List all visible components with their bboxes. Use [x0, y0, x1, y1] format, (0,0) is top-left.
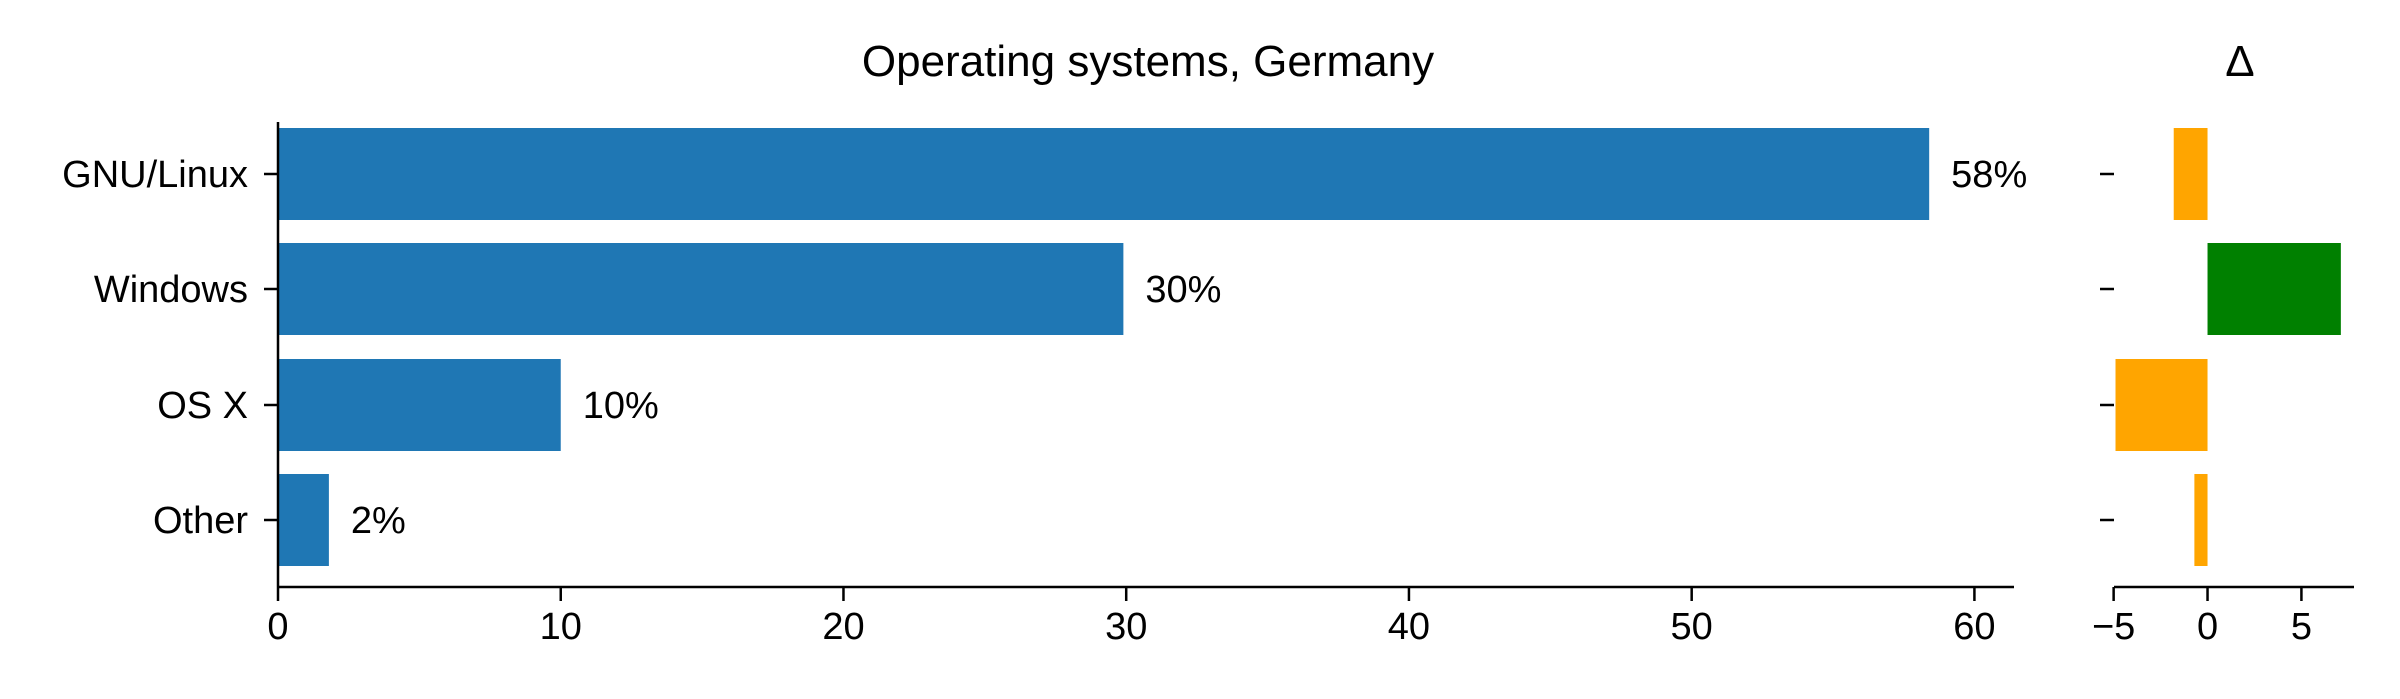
main-bar-value-label-3: 2% [351, 500, 406, 542]
main-xtick-label-1: 10 [540, 606, 582, 648]
delta-bar-0 [2173, 128, 2208, 220]
delta-bar-3 [2194, 474, 2208, 566]
main-chart-title: Operating systems, Germany [862, 37, 1434, 86]
category-label-1: Windows [94, 269, 248, 311]
main-xtick-label-4: 40 [1388, 606, 1430, 648]
delta-xtick-label-2: 5 [2291, 606, 2312, 648]
main-bar-3 [278, 474, 329, 566]
main-plot-area: 58% GNU/Linux 30% Windows 10% OS X 2% Other 0 10 2… [62, 122, 2027, 648]
main-bar-0 [278, 128, 1930, 220]
delta-xtick-label-1: 0 [2197, 606, 2218, 648]
delta-bar-2 [2115, 359, 2208, 451]
delta-plot-area: −5 0 5 [2092, 128, 2354, 648]
main-xtick-label-6: 60 [1953, 606, 1995, 648]
main-xtick-label-0: 0 [267, 606, 288, 648]
main-bar-2 [278, 359, 561, 451]
category-label-3: Other [153, 500, 248, 542]
main-bar-value-label-2: 10% [583, 385, 659, 427]
category-label-2: OS X [157, 385, 248, 427]
main-bar-value-label-0: 58% [1951, 154, 2027, 196]
main-xtick-label-2: 20 [822, 606, 864, 648]
delta-chart-title: Δ [2225, 37, 2254, 86]
main-xtick-label-3: 30 [1105, 606, 1147, 648]
delta-xtick-label-0: −5 [2092, 606, 2135, 648]
main-bar-1 [278, 243, 1124, 335]
main-xtick-label-5: 50 [1671, 606, 1713, 648]
main-bar-value-label-1: 30% [1145, 269, 1221, 311]
category-label-0: GNU/Linux [62, 154, 248, 196]
delta-bar-1 [2207, 243, 2341, 335]
